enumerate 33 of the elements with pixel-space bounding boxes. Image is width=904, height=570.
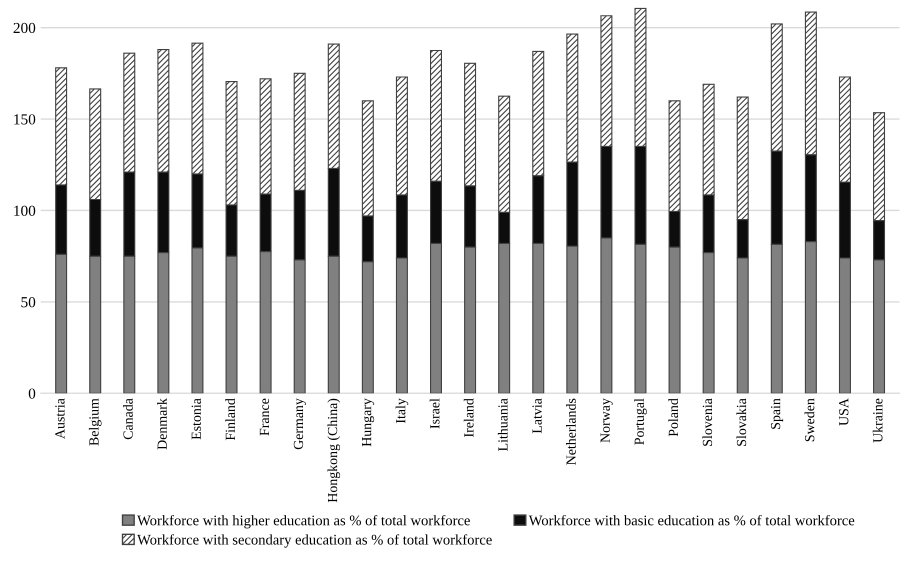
y-tick-label: 50 [21, 297, 36, 308]
x-tick-label: Israel [430, 398, 440, 429]
x-tick-label: Denmark [157, 398, 167, 450]
x-tick-label: Ireland [464, 398, 474, 437]
y-tick-label: 150 [14, 114, 36, 125]
x-tick-label: USA [839, 398, 848, 426]
x-tick-label: Ukraine [872, 398, 883, 443]
x-tick-label: Hongkong (China) [327, 398, 340, 502]
x-tick-label: Latvia [532, 398, 542, 434]
x-tick-label: Lithuania [498, 398, 508, 451]
x-tick-label: Germany [294, 398, 306, 450]
x-tick-label: France [260, 398, 270, 436]
x-tick-label: Portugal [634, 398, 647, 445]
x-tick-label: Hungary [362, 398, 374, 446]
y-tick-label: 0 [28, 388, 36, 399]
x-tick-label: Belgium [88, 398, 102, 446]
legend-label: Workforce with secondary education as % of total workforce [137, 534, 492, 548]
x-tick-label: Spain [770, 398, 784, 429]
x-tick-label: Poland [668, 398, 678, 436]
x-tick-label: Canada [122, 398, 133, 440]
x-tick-label: Austria [55, 398, 65, 439]
x-tick-label: Slovakia [736, 398, 746, 446]
x-tick-label: Italy [396, 398, 408, 424]
x-tick-label: Estonia [192, 398, 201, 440]
x-tick-label: Norway [600, 398, 613, 442]
x-tick-label: Netherlands [566, 398, 576, 465]
legend-label: Workforce with basic education as % of total workforce [528, 514, 854, 526]
x-tick-label: Finland [225, 398, 235, 440]
x-tick-label: Sweden [804, 398, 814, 442]
x-tick-label: Slovenia [702, 398, 712, 446]
legend-label: Workforce with higher education as % of total workforce [137, 514, 470, 528]
y-tick-label: 100 [14, 206, 36, 216]
y-tick-label: 200 [14, 22, 36, 34]
